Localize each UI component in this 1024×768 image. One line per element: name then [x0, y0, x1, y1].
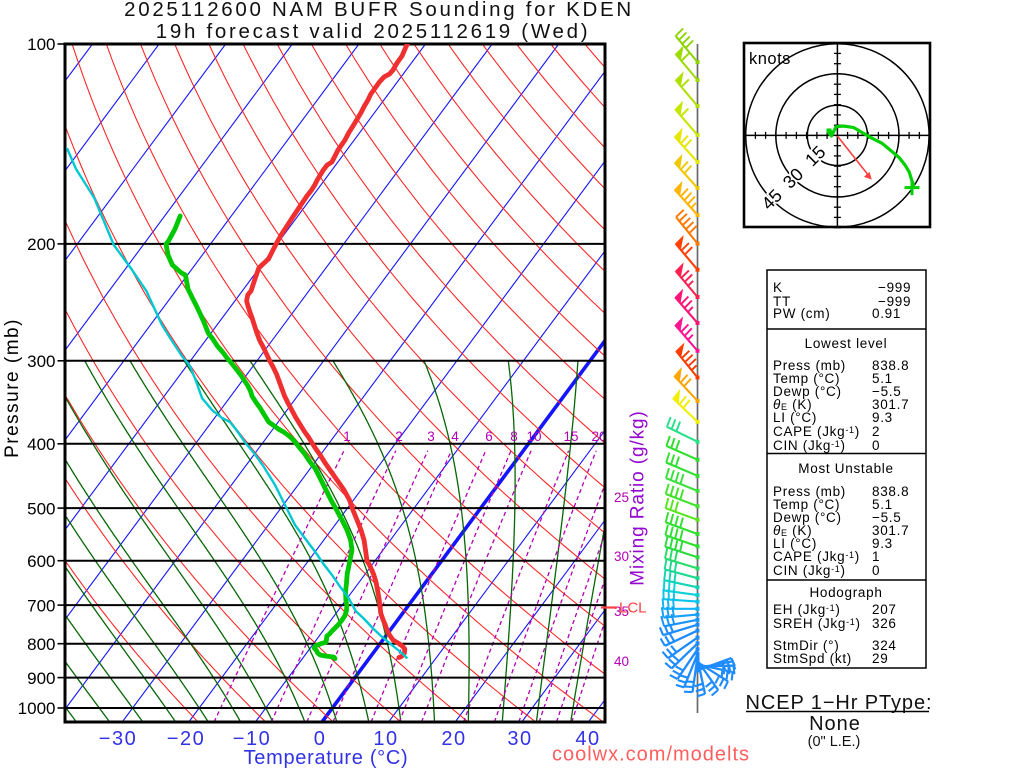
svg-text:PW (cm): PW (cm): [773, 306, 830, 321]
svg-text:Temp (°C): Temp (°C): [773, 497, 840, 512]
svg-text:1: 1: [872, 549, 880, 564]
svg-text:4: 4: [451, 429, 459, 444]
svg-text:LCL: LCL: [619, 600, 647, 617]
svg-text:400: 400: [27, 435, 55, 454]
svg-text:CIN (Jkg-1): CIN (Jkg-1): [773, 563, 846, 578]
svg-text:Dewp (°C): Dewp (°C): [773, 384, 842, 399]
svg-text:500: 500: [27, 499, 55, 518]
svg-text:9.3: 9.3: [872, 536, 893, 551]
svg-text:800: 800: [27, 635, 55, 654]
svg-text:301.7: 301.7: [872, 523, 909, 538]
svg-text:−30: −30: [99, 728, 137, 750]
svg-text:324: 324: [872, 638, 897, 653]
svg-text:LI (°C): LI (°C): [773, 410, 817, 425]
svg-text:20: 20: [441, 728, 466, 750]
svg-text:40: 40: [614, 654, 629, 669]
svg-text:Temperature (°C): Temperature (°C): [244, 747, 409, 768]
svg-text:200: 200: [27, 235, 55, 254]
svg-text:−5.5: −5.5: [872, 384, 901, 399]
svg-text:0.91: 0.91: [872, 306, 901, 321]
svg-text:5.1: 5.1: [872, 371, 893, 386]
svg-text:700: 700: [27, 596, 55, 615]
svg-text:40: 40: [575, 728, 600, 750]
svg-text:Press (mb): Press (mb): [773, 484, 846, 499]
svg-text:(0" L.E.): (0" L.E.): [808, 734, 861, 750]
svg-text:8: 8: [510, 429, 518, 444]
svg-text:207: 207: [872, 602, 897, 617]
svg-text:StmSpd (kt): StmSpd (kt): [773, 651, 852, 666]
svg-text:Dewp (°C): Dewp (°C): [773, 510, 842, 525]
svg-text:knots: knots: [749, 50, 791, 68]
svg-text:−10: −10: [233, 728, 271, 750]
svg-text:StmDir (°): StmDir (°): [773, 638, 839, 653]
svg-text:Most Unstable: Most Unstable: [798, 461, 893, 476]
svg-text:1000: 1000: [18, 699, 56, 718]
svg-text:0: 0: [314, 728, 327, 750]
svg-text:0: 0: [872, 438, 880, 453]
svg-text:301.7: 301.7: [872, 397, 909, 412]
svg-text:19h forecast valid 2025112619: 19h forecast valid 2025112619 (Wed): [156, 20, 591, 43]
svg-text:None: None: [809, 713, 861, 735]
svg-text:2: 2: [395, 429, 403, 444]
svg-text:30: 30: [614, 549, 629, 564]
svg-text:Pressure (mb): Pressure (mb): [2, 318, 23, 458]
svg-text:CAPE (Jkg-1): CAPE (Jkg-1): [773, 424, 860, 439]
svg-text:−20: −20: [167, 728, 205, 750]
svg-text:15: 15: [563, 429, 578, 444]
svg-text:2025112600 NAM BUFR Sounding f: 2025112600 NAM BUFR Sounding for KDEN: [124, 0, 634, 21]
svg-text:1: 1: [343, 429, 351, 444]
svg-text:29: 29: [872, 651, 888, 666]
svg-text:K: K: [773, 280, 783, 295]
svg-text:6: 6: [485, 429, 493, 444]
svg-text:EH (Jkg-1): EH (Jkg-1): [773, 602, 841, 617]
svg-text:20: 20: [591, 429, 606, 444]
svg-text:10: 10: [373, 728, 398, 750]
svg-text:300: 300: [27, 352, 55, 371]
svg-text:2: 2: [872, 424, 880, 439]
svg-text:CIN (Jkg-1): CIN (Jkg-1): [773, 438, 846, 453]
svg-text:−999: −999: [878, 294, 911, 309]
svg-text:−999: −999: [878, 280, 911, 295]
svg-text:35: 35: [614, 604, 629, 619]
svg-text:NCEP 1−Hr PType:: NCEP 1−Hr PType:: [746, 692, 933, 714]
svg-text:LI (°C): LI (°C): [773, 536, 817, 551]
svg-text:100: 100: [27, 35, 55, 54]
svg-text:−5.5: −5.5: [872, 510, 901, 525]
svg-text:CAPE (Jkg-1): CAPE (Jkg-1): [773, 549, 860, 564]
svg-text:Mixing Ratio (g/kg): Mixing Ratio (g/kg): [628, 410, 649, 585]
svg-text:25: 25: [614, 490, 629, 505]
svg-text:9.3: 9.3: [872, 410, 893, 425]
svg-text:Lowest level: Lowest level: [805, 336, 888, 351]
svg-text:326: 326: [872, 616, 897, 631]
svg-text:10: 10: [526, 429, 541, 444]
svg-text:Temp (°C): Temp (°C): [773, 371, 840, 386]
svg-text:Press (mb): Press (mb): [773, 358, 846, 373]
svg-text:30: 30: [507, 728, 532, 750]
svg-text:600: 600: [27, 552, 55, 571]
svg-text:838.8: 838.8: [872, 358, 909, 373]
svg-text:900: 900: [27, 669, 55, 688]
svg-text:TT: TT: [773, 294, 791, 309]
svg-text:5.1: 5.1: [872, 497, 893, 512]
svg-text:0: 0: [872, 563, 880, 578]
svg-text:coolwx.com/modelts: coolwx.com/modelts: [552, 744, 750, 766]
svg-text:SREH (Jkg-1): SREH (Jkg-1): [773, 616, 861, 631]
svg-text:3: 3: [427, 429, 435, 444]
svg-text:Hodograph: Hodograph: [809, 585, 882, 600]
svg-text:838.8: 838.8: [872, 484, 909, 499]
